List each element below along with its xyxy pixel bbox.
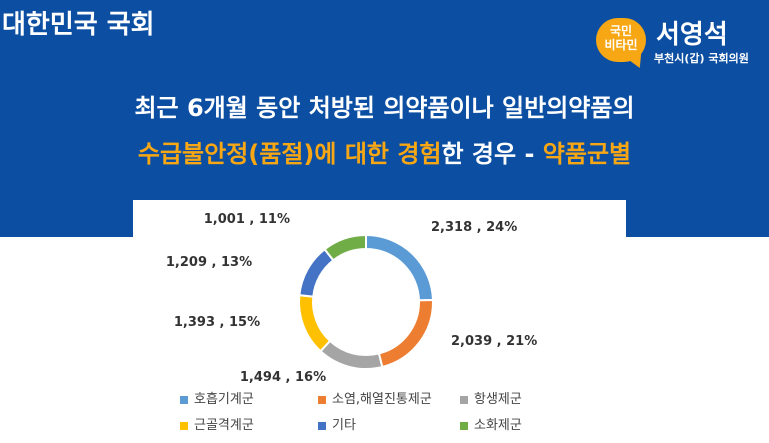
member-name: 서영석 xyxy=(656,20,728,50)
legend-item: 소화제군 xyxy=(460,414,522,433)
data-label: 1,494 , 16% xyxy=(240,370,326,385)
badge-line2: 비타민 xyxy=(604,38,638,52)
legend-label: 기타 xyxy=(332,418,356,433)
donut-slice xyxy=(365,233,434,302)
title-highlight-2: 약품군별 xyxy=(542,140,632,168)
data-label: 1,393 , 15% xyxy=(174,315,260,330)
donut-slice xyxy=(319,339,384,370)
data-label: 2,318 , 24% xyxy=(431,220,517,235)
legend-item: 근골격계군 xyxy=(180,414,254,433)
chart-panel: 2,318 , 24% 2,039 , 21% 1,494 , 16% 1,393 ,… xyxy=(133,200,626,443)
donut-chart: 2,318 , 24% 2,039 , 21% 1,494 , 16% 1,393 ,… xyxy=(166,212,537,385)
legend-swatch xyxy=(180,395,188,404)
title-line2: 수급불안정(품절)에 대한 경험한 경우 - 약품군별 xyxy=(0,134,769,169)
legend-swatch xyxy=(318,421,326,430)
legend-swatch xyxy=(460,421,468,430)
legend-item: 항생제군 xyxy=(460,388,522,407)
donut-slice xyxy=(298,247,335,298)
legend-item: 호흡기계군 xyxy=(180,388,254,407)
legend-swatch xyxy=(460,395,468,404)
title-text-2: 한 경우 - xyxy=(441,140,543,168)
donut-slice xyxy=(323,233,367,262)
title-highlight-1: 수급불안정(품절)에 대한 경험 xyxy=(137,140,442,168)
badge-line1: 국민 xyxy=(609,24,633,38)
data-label: 1,001 , 11% xyxy=(204,212,290,227)
legend-label: 호흡기계군 xyxy=(194,392,254,407)
legend-swatch xyxy=(180,421,188,430)
donut-slice xyxy=(298,294,332,353)
legend-item: 소염,해열진통제군 xyxy=(318,388,432,407)
title-line1: 최근 6개월 동안 처방된 의약품이나 일반의약품의 xyxy=(134,94,635,122)
legend-item: 기타 xyxy=(318,414,356,433)
legend-swatch xyxy=(318,395,326,404)
member-district: 부천시(갑) 국회의원 xyxy=(654,52,749,65)
legend-label: 소염,해열진통제군 xyxy=(332,392,432,407)
legend-label: 근골격계군 xyxy=(194,418,254,433)
legend-label: 항생제군 xyxy=(474,392,522,407)
legend-label: 소화제군 xyxy=(474,418,522,433)
data-label: 2,039 , 21% xyxy=(451,334,537,349)
vitamin-badge: 국민 비타민 xyxy=(596,18,646,62)
donut-slice xyxy=(377,298,434,369)
org-name: 대한민국 국회 xyxy=(2,10,155,40)
data-label: 1,209 , 13% xyxy=(166,255,252,270)
